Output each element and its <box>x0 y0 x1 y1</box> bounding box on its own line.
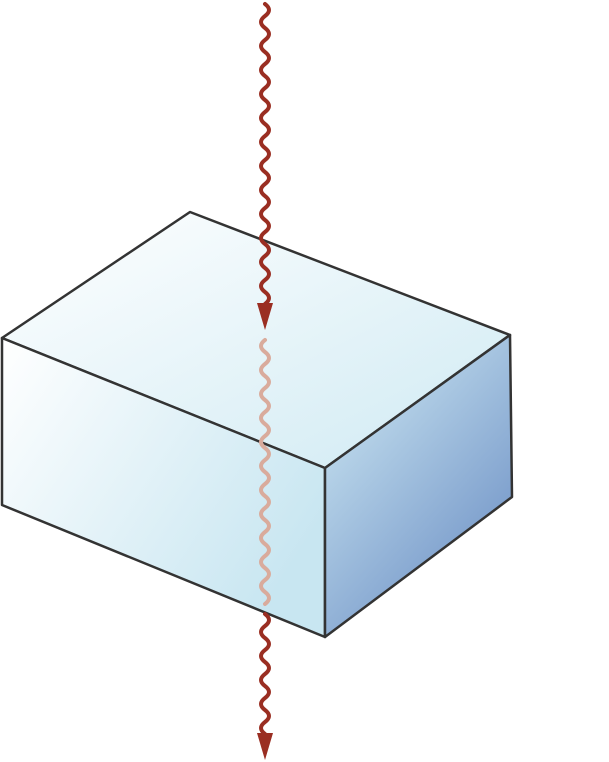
arrowhead <box>257 733 273 760</box>
incoming-wave <box>257 2 273 330</box>
wave-line <box>259 612 271 736</box>
wave-line <box>259 2 271 306</box>
wave-inside <box>259 338 271 606</box>
arrowhead <box>257 303 273 330</box>
box <box>0 210 514 639</box>
box-right-face <box>323 333 514 639</box>
outgoing-wave <box>257 612 273 760</box>
